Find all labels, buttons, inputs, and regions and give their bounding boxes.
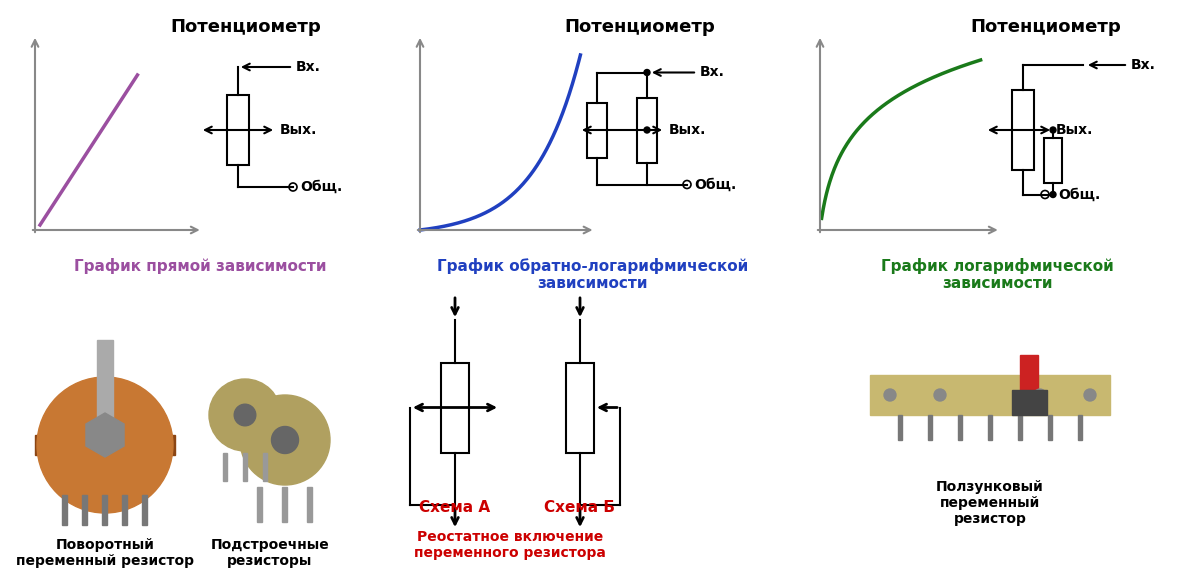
Bar — [1012, 90, 1034, 170]
Bar — [566, 362, 594, 453]
Text: Вх.: Вх. — [296, 60, 320, 74]
Bar — [1020, 355, 1038, 413]
Bar — [82, 495, 88, 525]
Bar — [1018, 415, 1022, 440]
Bar — [242, 453, 247, 481]
Circle shape — [644, 127, 650, 133]
Circle shape — [240, 395, 330, 485]
Circle shape — [934, 389, 946, 401]
Bar — [1078, 415, 1082, 440]
Bar — [35, 435, 175, 455]
Circle shape — [1050, 127, 1056, 133]
Circle shape — [1084, 389, 1096, 401]
Text: Общ.: Общ. — [1058, 187, 1100, 202]
Circle shape — [644, 69, 650, 76]
Bar — [637, 98, 658, 162]
Text: Реостатное включение
переменного резистора: Реостатное включение переменного резисто… — [414, 530, 606, 560]
Bar — [307, 487, 312, 522]
Text: График прямой зависимости: График прямой зависимости — [73, 258, 326, 274]
Bar — [988, 415, 992, 440]
Text: Схема Б: Схема Б — [545, 500, 616, 515]
Bar — [1012, 390, 1046, 415]
Text: Вх.: Вх. — [700, 65, 725, 80]
Bar — [97, 340, 113, 430]
Bar — [898, 415, 902, 440]
Text: Потенциометр: Потенциометр — [971, 18, 1122, 36]
Text: Вых.: Вых. — [280, 123, 317, 137]
Text: График обратно-логарифмической
зависимости: График обратно-логарифмической зависимос… — [437, 258, 748, 291]
Bar — [587, 102, 607, 157]
Text: Схема А: Схема А — [420, 500, 491, 515]
Text: Вх.: Вх. — [1132, 58, 1156, 72]
Bar — [62, 495, 67, 525]
Bar — [223, 453, 227, 481]
Bar — [263, 453, 266, 481]
Bar — [282, 487, 287, 522]
Text: График логарифмической
зависимости: График логарифмической зависимости — [881, 258, 1114, 291]
Circle shape — [209, 379, 281, 451]
Text: Подстроечные
резисторы: Подстроечные резисторы — [211, 538, 329, 568]
Text: Поворотный
переменный резистор: Поворотный переменный резистор — [16, 538, 194, 568]
Circle shape — [234, 404, 256, 426]
Text: Вых.: Вых. — [670, 123, 707, 137]
Bar — [442, 362, 469, 453]
Bar — [1044, 138, 1062, 183]
Text: Потенциометр: Потенциометр — [564, 18, 715, 36]
Text: Вых.: Вых. — [1056, 123, 1093, 137]
Circle shape — [1050, 191, 1056, 198]
Text: Общ.: Общ. — [694, 177, 737, 191]
Text: Общ.: Общ. — [300, 180, 342, 194]
Circle shape — [271, 427, 299, 454]
Bar — [958, 415, 962, 440]
Bar — [257, 487, 262, 522]
Bar — [227, 95, 250, 165]
Circle shape — [37, 377, 173, 513]
Bar — [122, 495, 127, 525]
Bar — [1048, 415, 1052, 440]
Bar — [870, 375, 1110, 415]
Text: Потенциометр: Потенциометр — [170, 18, 320, 36]
Text: Ползунковый
переменный
резистор: Ползунковый переменный резистор — [936, 480, 1044, 527]
Circle shape — [884, 389, 896, 401]
Circle shape — [1034, 389, 1046, 401]
Bar — [142, 495, 148, 525]
Bar — [928, 415, 932, 440]
Bar — [102, 495, 107, 525]
